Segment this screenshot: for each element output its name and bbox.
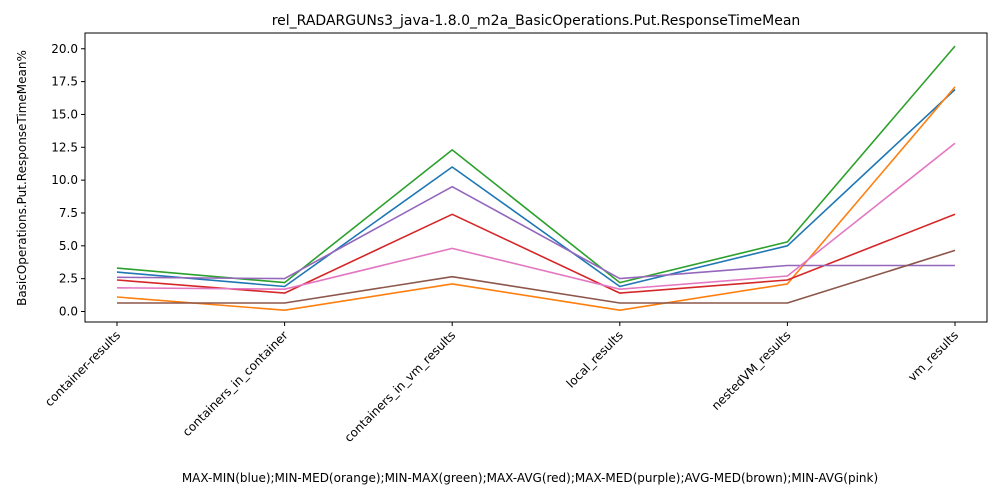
y-tick-label: 10.0	[51, 173, 78, 187]
y-tick-label: 7.5	[59, 206, 78, 220]
y-tick-label: 0.0	[59, 304, 78, 318]
x-tick-label: vm_results	[905, 328, 961, 384]
x-axis: container-results containers_in_container…	[42, 322, 961, 445]
y-axis: 0.0 2.5 5.0 7.5 10.0 12.5 15.0 17.5 20.0	[51, 42, 85, 318]
y-tick-label: 15.0	[51, 107, 78, 121]
y-tick-label: 12.5	[51, 140, 78, 154]
x-tick-label: local_results	[564, 328, 626, 390]
series-line-0	[116, 88, 956, 288]
x-tick-label: containers_in_container	[180, 328, 291, 439]
series-line-6	[116, 142, 956, 291]
series-lines	[116, 45, 956, 312]
series-line-1	[116, 86, 956, 312]
y-tick-label: 20.0	[51, 42, 78, 56]
series-line-5	[117, 249, 956, 304]
x-tick-label: container-results	[42, 328, 123, 409]
x-tick-label: nestedVM_results	[709, 328, 794, 413]
series-line-2	[116, 45, 956, 284]
y-tick-label: 5.0	[59, 239, 78, 253]
plot-area	[84, 32, 988, 323]
y-tick-label: 17.5	[51, 75, 78, 89]
y-tick-label: 2.5	[59, 272, 78, 286]
chart-title: rel_RADARGUNs3_java-1.8.0_m2a_BasicOpera…	[272, 13, 801, 29]
series-line-4	[116, 185, 955, 280]
y-axis-label: BasicOperations.Put.ResponseTimeMean%	[15, 50, 29, 306]
x-tick-label: containers_in_vm_results	[342, 328, 459, 445]
series-line-3	[116, 213, 956, 294]
x-axis-label: MAX-MIN(blue);MIN-MED(orange);MIN-MAX(gr…	[182, 471, 878, 485]
